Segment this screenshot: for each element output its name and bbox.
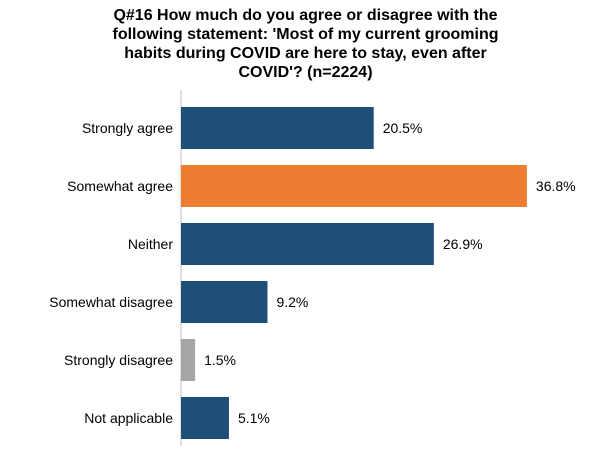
category-label-5: Not applicable	[84, 410, 173, 426]
chart-title-line-1: Q#16 How much do you agree or disagree w…	[113, 7, 498, 24]
bar-3	[181, 281, 268, 323]
value-label-0: 20.5%	[383, 120, 423, 136]
category-label-1: Somewhat agree	[67, 178, 173, 194]
value-labels-group: 20.5% 36.8% 26.9% 9.2% 1.5% 5.1%	[204, 120, 576, 426]
bar-1	[181, 165, 527, 207]
value-label-2: 26.9%	[443, 236, 483, 252]
value-label-1: 36.8%	[536, 178, 576, 194]
category-label-2: Neither	[128, 236, 173, 252]
bar-5	[181, 397, 229, 439]
chart-title-line-4: COVID'? (n=2224)	[238, 64, 373, 81]
category-labels-group: Strongly agree Somewhat agree Neither Somew…	[49, 120, 173, 426]
category-label-4: Strongly disagree	[64, 352, 173, 368]
chart-title-line-2: following statement: 'Most of my current…	[112, 26, 499, 43]
bar-2	[181, 223, 434, 265]
value-label-5: 5.1%	[238, 410, 270, 426]
chart-title: Q#16 How much do you agree or disagree w…	[0, 6, 611, 82]
chart-title-line-3: habits during COVID are here to stay, ev…	[124, 45, 487, 62]
value-label-3: 9.2%	[276, 294, 308, 310]
bars-group	[181, 107, 527, 439]
category-label-3: Somewhat disagree	[49, 294, 173, 310]
value-label-4: 1.5%	[204, 352, 236, 368]
bar-0	[181, 107, 374, 149]
category-label-0: Strongly agree	[82, 120, 173, 136]
bar-4	[181, 339, 196, 381]
